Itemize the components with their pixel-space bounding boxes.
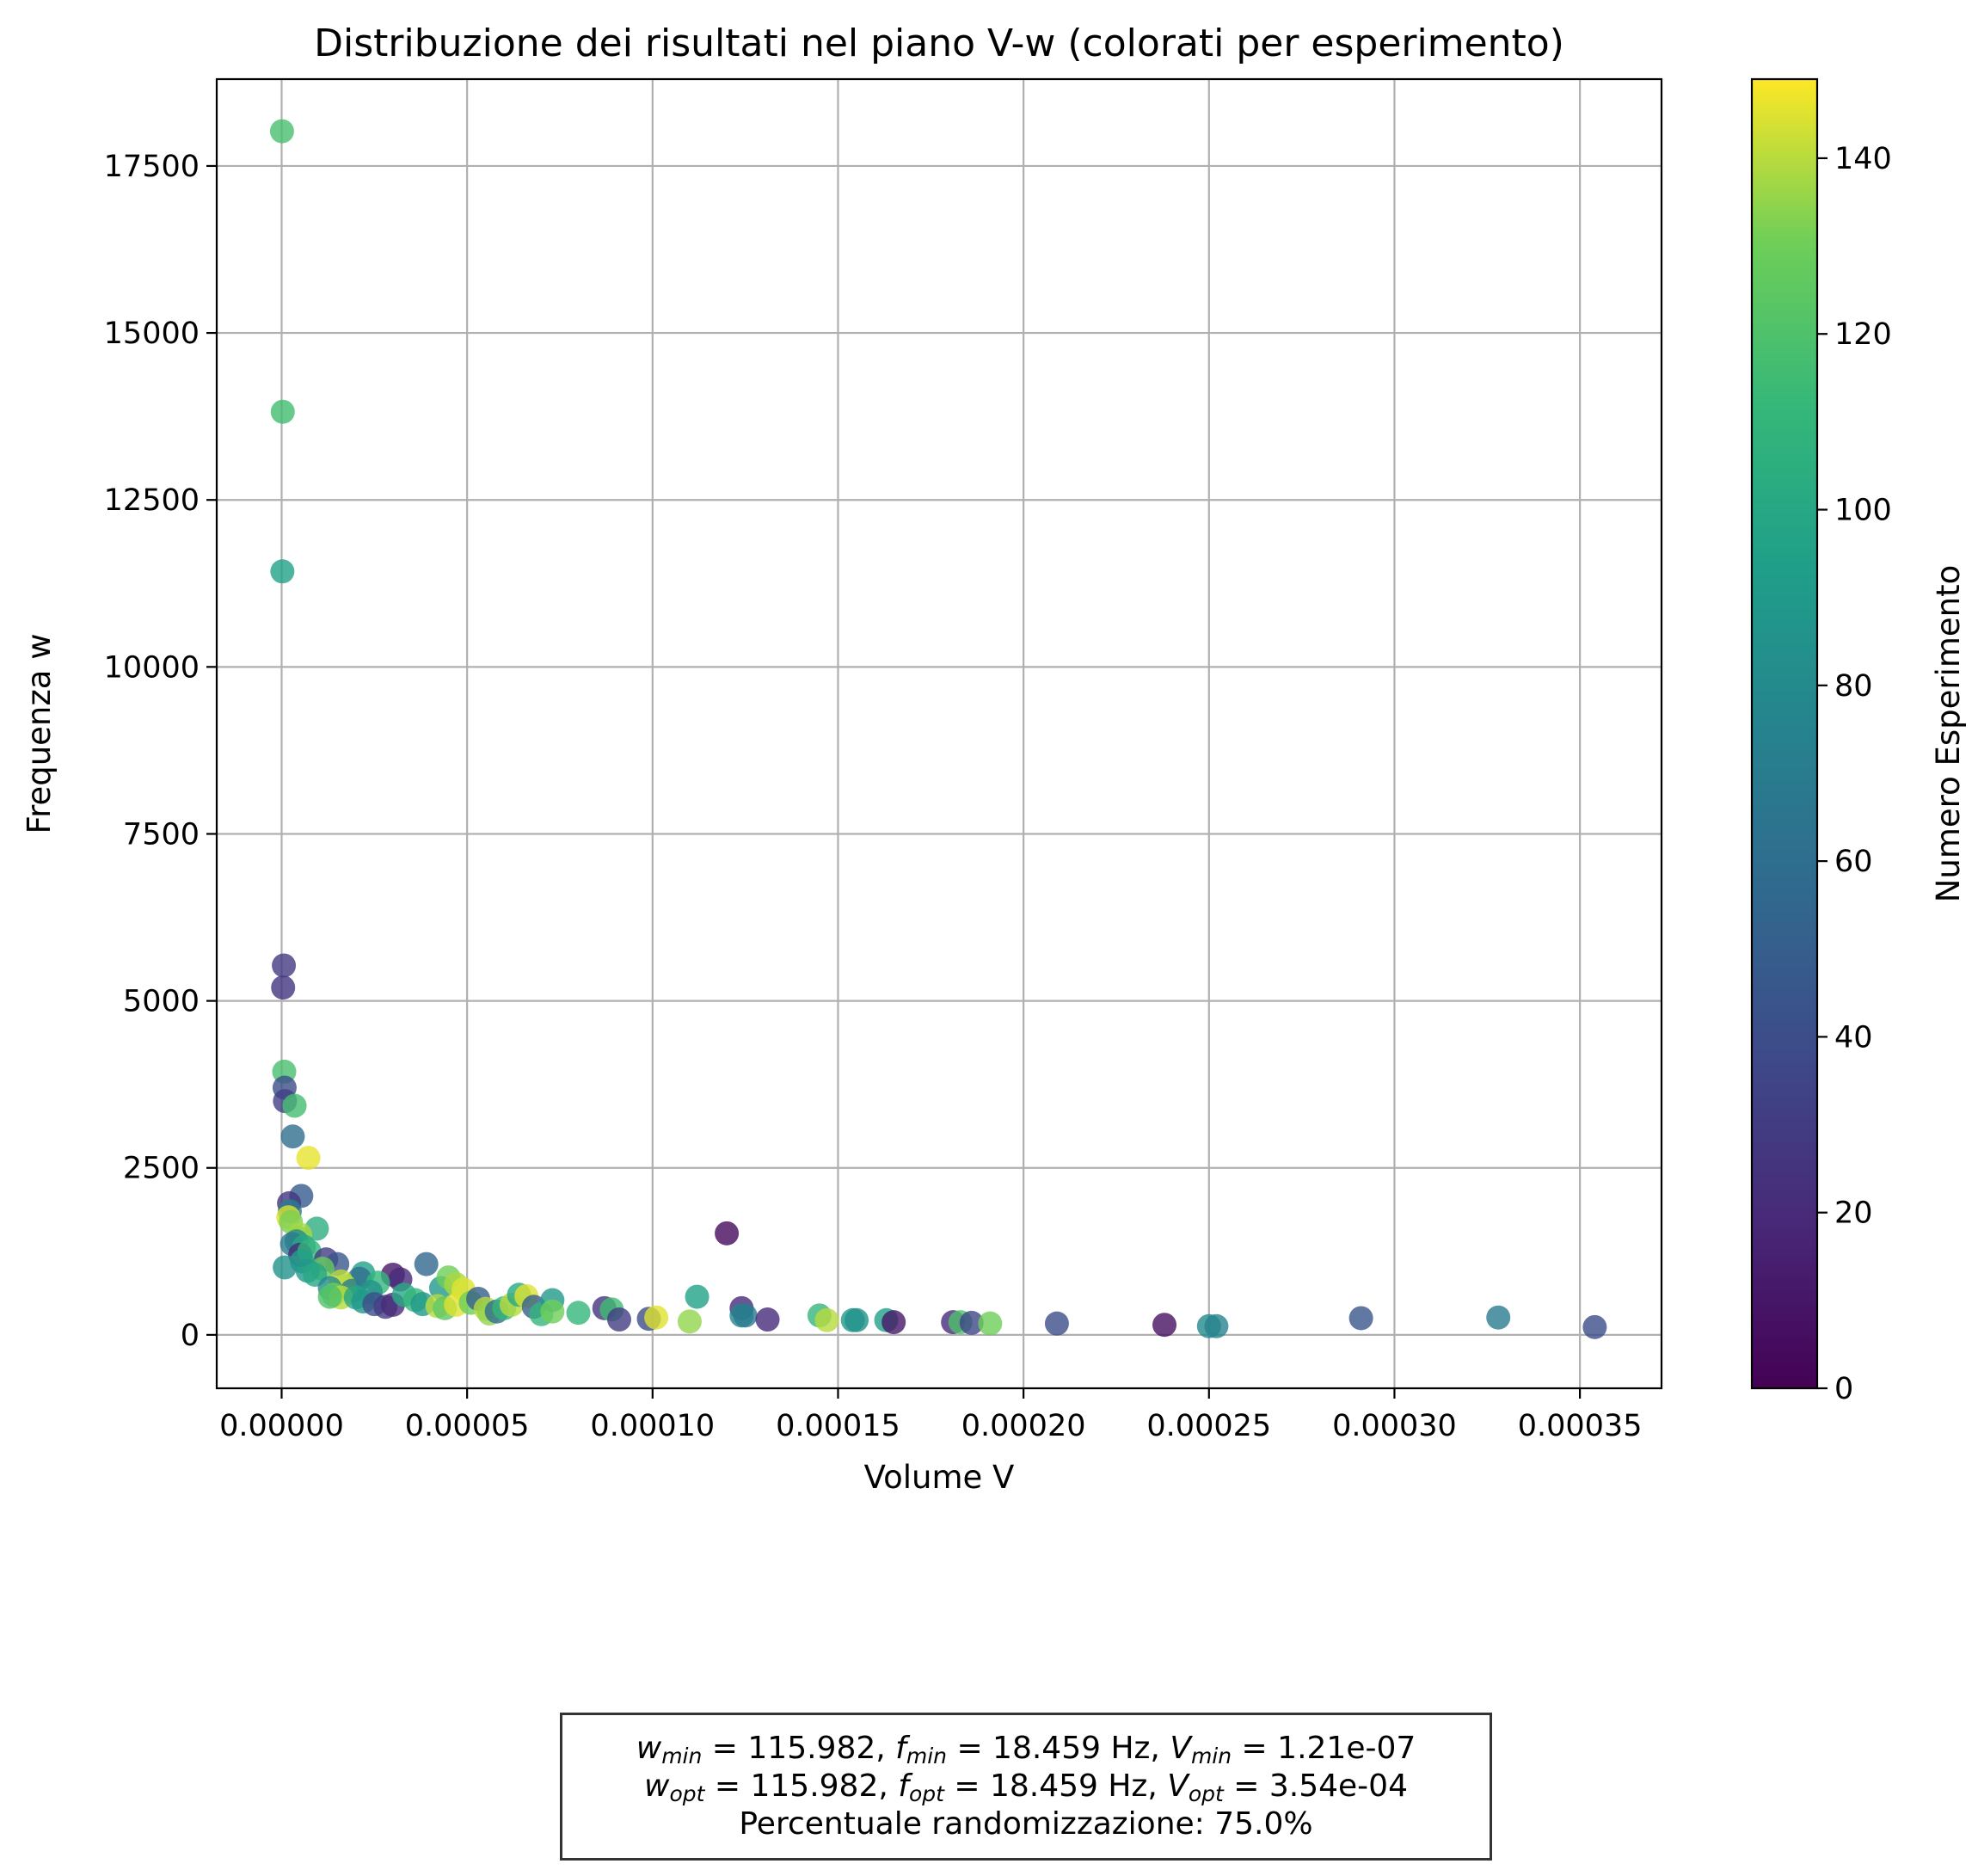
f-opt-value: = 18.459 Hz, <box>943 1768 1168 1804</box>
y-axis-ticks: 0 2500 5000 7500 10000 12500 15000 17500 <box>104 150 217 1353</box>
scatter-point <box>271 975 296 1000</box>
y-tick-label: 15000 <box>104 317 200 351</box>
x-axis-ticks: 0.00000 0.00005 0.00010 0.00015 0.00020 0.000… <box>219 1388 1642 1443</box>
w-min-symbol: w <box>636 1731 662 1766</box>
y-axis-label: Frequenza w <box>21 633 58 833</box>
scatter-point <box>282 1093 307 1118</box>
scatter-point <box>296 1146 321 1171</box>
scatter-point <box>644 1305 669 1330</box>
w-min-subscript: min <box>661 1744 703 1768</box>
x-tick-label: 0.00010 <box>590 1409 715 1443</box>
colorbar-tick-label: 100 <box>1834 494 1892 528</box>
scatter-point <box>814 1307 839 1332</box>
scatter-point <box>755 1307 780 1332</box>
colorbar-tick-label: 40 <box>1834 1020 1873 1055</box>
w-opt-value: = 115.982, <box>704 1768 899 1804</box>
scatter-point <box>566 1301 591 1326</box>
w-opt-symbol: w <box>644 1768 670 1804</box>
scatter-point <box>540 1299 565 1324</box>
scatter-point <box>1582 1314 1607 1339</box>
v-min-symbol: V <box>1170 1731 1191 1766</box>
scatter-point <box>273 1255 298 1280</box>
colorbar-tick-label: 120 <box>1834 317 1892 352</box>
colorbar-tick-label: 140 <box>1834 142 1892 176</box>
x-tick-label: 0.00030 <box>1332 1409 1457 1443</box>
w-opt-subscript: opt <box>669 1781 705 1806</box>
y-tick-label: 7500 <box>123 817 200 852</box>
chart-title: Distribuzione dei risultati nel piano V-… <box>314 22 1564 65</box>
scatter-point <box>1204 1313 1229 1338</box>
y-tick-label: 2500 <box>123 1152 200 1186</box>
x-tick-label: 0.00015 <box>776 1409 900 1443</box>
scatter-point <box>733 1303 758 1328</box>
f-min-subscript: min <box>906 1744 947 1768</box>
f-min-value: = 18.459 Hz, <box>947 1731 1170 1766</box>
colorbar-ticks: 0 20 40 60 80 100 120 140 <box>1817 142 1892 1406</box>
f-opt-symbol: f <box>898 1768 909 1804</box>
scatter-point <box>270 559 295 584</box>
scatter-point <box>270 399 295 424</box>
colorbar-tick-label: 80 <box>1834 669 1873 704</box>
scatter-point <box>677 1309 702 1334</box>
v-min-value: = 1.21e-07 <box>1232 1731 1416 1766</box>
scatter-point <box>978 1311 1003 1336</box>
colorbar-tick-label: 60 <box>1834 845 1873 879</box>
x-tick-label: 0.00035 <box>1518 1409 1643 1443</box>
scatter-point <box>715 1221 740 1246</box>
y-tick-label: 0 <box>181 1319 200 1353</box>
scatter-point <box>882 1310 906 1335</box>
v-opt-value: = 3.54e-04 <box>1223 1768 1408 1804</box>
x-tick-label: 0.00020 <box>961 1409 1086 1443</box>
scatter-points <box>269 119 1607 1339</box>
info-line-min: wmin = 115.982, fmin = 18.459 Hz, Vmin =… <box>636 1730 1416 1768</box>
y-tick-label: 12500 <box>104 483 200 518</box>
scatter-point <box>685 1284 710 1309</box>
v-opt-symbol: V <box>1167 1768 1189 1804</box>
scatter-point <box>845 1307 869 1332</box>
scatter-point <box>959 1310 984 1335</box>
plot-frame <box>215 77 1663 1390</box>
grid <box>217 79 1662 1388</box>
colorbar-label: Numero Esperimento <box>1930 565 1967 903</box>
scatter-point <box>606 1307 631 1332</box>
x-tick-label: 0.00005 <box>405 1409 530 1443</box>
scatter-point <box>280 1124 305 1149</box>
scatter-point <box>272 953 297 978</box>
info-line-randomization: Percentuale randomizzazione: 75.0% <box>739 1806 1313 1842</box>
scatter-point <box>317 1284 342 1309</box>
y-tick-label: 17500 <box>104 150 200 184</box>
colorbar <box>1750 77 1819 1390</box>
info-box: wmin = 115.982, fmin = 18.459 Hz, Vmin =… <box>560 1713 1492 1861</box>
scatter-point <box>1348 1306 1373 1331</box>
scatter-point <box>414 1252 439 1276</box>
y-tick-label: 5000 <box>123 985 200 1019</box>
f-min-symbol: f <box>895 1731 906 1766</box>
x-tick-label: 0.00000 <box>219 1409 344 1443</box>
scatter-point <box>1152 1313 1177 1338</box>
scatter-point <box>269 119 294 144</box>
y-tick-label: 10000 <box>104 650 200 685</box>
f-opt-subscript: opt <box>908 1781 944 1806</box>
x-tick-label: 0.00025 <box>1146 1409 1271 1443</box>
v-min-subscript: min <box>1190 1744 1232 1768</box>
info-line-opt: wopt = 115.982, fopt = 18.459 Hz, Vopt =… <box>644 1768 1408 1805</box>
colorbar-tick-label: 20 <box>1834 1196 1873 1231</box>
v-opt-subscript: opt <box>1188 1781 1224 1806</box>
w-min-value: = 115.982, <box>702 1731 896 1766</box>
scatter-point <box>1044 1311 1069 1336</box>
scatter-point <box>1486 1305 1511 1330</box>
x-axis-label: Volume V <box>864 1459 1015 1496</box>
colorbar-tick-label: 0 <box>1834 1372 1853 1406</box>
